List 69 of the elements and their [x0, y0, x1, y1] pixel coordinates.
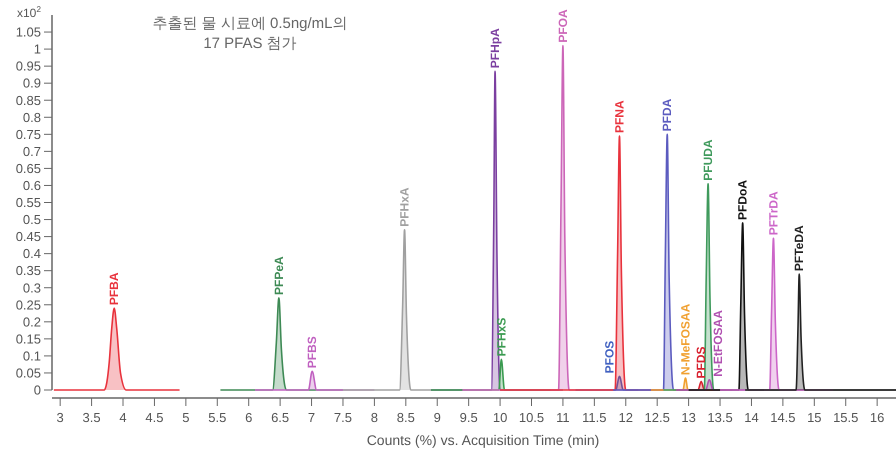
- text: PFHpA: [488, 28, 502, 68]
- x-tick-label: 15.5: [833, 410, 858, 425]
- x-tick-label: 9: [434, 410, 441, 425]
- x-tick-label: 12: [618, 410, 634, 425]
- text: PFDA: [660, 98, 674, 132]
- x-tick-label: 4.5: [145, 410, 164, 425]
- text: N-MeFOSAA: [678, 303, 692, 376]
- x-tick-label: 13: [681, 410, 696, 425]
- y-tick-label: 0.35: [16, 263, 41, 278]
- y-tick-label: 1.05: [16, 24, 41, 40]
- x-tick-label: 15: [807, 410, 822, 425]
- y-tick-label: 0.05: [16, 366, 41, 381]
- y-axis-title: x10$^{2}$: [16, 4, 42, 20]
- x-tick-label: 8: [370, 410, 378, 425]
- text: PFOS: [602, 340, 616, 374]
- text: PFPeA: [272, 256, 286, 295]
- y-tick-label: 0.75: [16, 126, 41, 142]
- text: PFBS: [305, 336, 320, 368]
- y-tick-label: 0.25: [16, 297, 41, 312]
- y-tick-label: 0.85: [16, 92, 41, 108]
- x-tick-label: 6: [245, 410, 252, 425]
- x-tick-label: 4: [119, 410, 127, 425]
- x-tick-label: 9.5: [460, 410, 478, 425]
- text: PFNA: [612, 100, 626, 134]
- text: PFOA: [556, 9, 570, 43]
- x-tick-label: 5: [182, 410, 190, 425]
- x-tick-label: 16: [870, 410, 884, 425]
- y-tick-label: 0.45: [16, 229, 41, 244]
- y-tick-label: 0.15: [16, 331, 41, 346]
- text: PFDS: [694, 346, 708, 378]
- y-tick-label: 0.5: [22, 212, 41, 228]
- text: N-EtFOSAA: [711, 310, 726, 377]
- text: PFUDA: [701, 139, 716, 181]
- y-tick-label: 0.4: [22, 246, 41, 262]
- x-tick-label: 8.5: [396, 410, 415, 425]
- text: PFHxA: [398, 187, 412, 227]
- text: PFDoA: [736, 180, 750, 220]
- x-tick-label: 10: [492, 410, 508, 425]
- y-tick-label: 0.8: [22, 110, 41, 125]
- x-tick-label: 6.5: [271, 410, 290, 425]
- x-tick-label: 10.5: [518, 410, 544, 425]
- x-tick-label: 14: [744, 410, 759, 425]
- x-tick-label: 7.5: [334, 410, 352, 425]
- y-tick-label: 0.65: [16, 160, 41, 176]
- y-tick-label: 0.9: [22, 76, 41, 91]
- text: PFTeDA: [792, 224, 806, 272]
- x-tick-label: 12.5: [644, 410, 670, 425]
- x-tick-label: 11: [556, 410, 570, 425]
- text: PFBA: [107, 272, 122, 306]
- x-tick-label: 3: [56, 410, 64, 425]
- y-tick-label: 0.1: [22, 348, 41, 364]
- y-tick-label: 0.55: [16, 195, 41, 210]
- y-tick-label: 1: [34, 42, 41, 57]
- text: 추출된 물 시료에 0.5ng/mL의 17 PFAS 첨가: [152, 15, 348, 52]
- y-tick-label: 0: [34, 382, 41, 398]
- x-tick-label: 14.5: [770, 410, 796, 425]
- y-tick-label: 0.2: [22, 314, 41, 330]
- x-tick-label: 3.5: [82, 410, 101, 425]
- x-tick-label: 13.5: [707, 410, 733, 425]
- x-tick-label: 11.5: [582, 410, 607, 425]
- y-tick-label: 0.7: [22, 144, 41, 159]
- y-tick-label: 0.6: [22, 178, 41, 194]
- text: PFTrDA: [766, 190, 780, 236]
- y-tick-label: 0.95: [16, 58, 41, 74]
- x-axis-title: Counts (%) vs. Acquisition Time (min): [366, 432, 600, 448]
- text: PFHxS: [494, 318, 508, 356]
- y-tick-label: 0.3: [22, 280, 41, 296]
- x-tick-label: 7: [308, 410, 316, 425]
- x-tick-label: 5.5: [208, 410, 226, 425]
